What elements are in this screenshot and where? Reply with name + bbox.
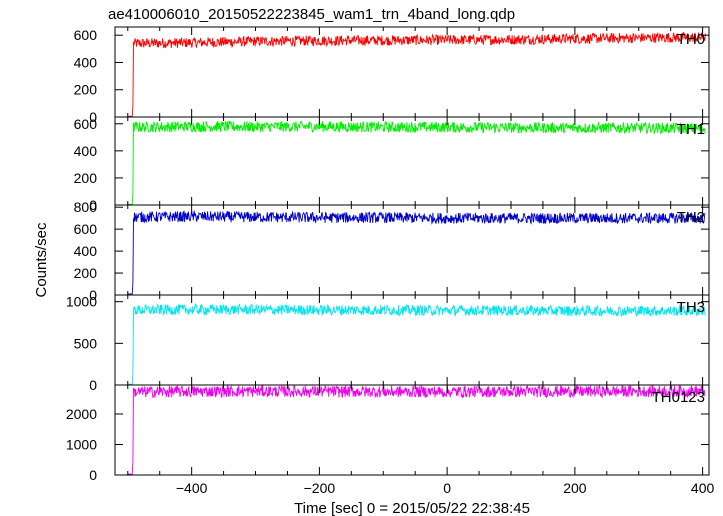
x-tick-label: 0 [443, 480, 451, 496]
y-tick-label: 400 [74, 54, 98, 70]
y-tick-label: 600 [74, 27, 98, 43]
x-tick-label: 200 [563, 480, 587, 496]
x-axis-label: Time [sec] 0 = 2015/05/22 22:38:45 [294, 500, 530, 516]
panels: 0 200 400 600 TH0 0 200 400 600 TH1 0 200 400 600 800 T… [66, 26, 710, 483]
y-tick-label: 600 [74, 221, 98, 237]
y-tick-label: 0 [89, 287, 97, 303]
x-axis: −400 −200 0 200 400 [176, 480, 715, 496]
panel-th0123: 0 1000 2000 TH0123 [66, 384, 710, 483]
y-tick-label: 200 [74, 82, 98, 98]
y-tick-label: 400 [74, 243, 98, 259]
panel-th3: 0 500 1000 TH3 [66, 294, 710, 393]
panel-th0: 0 200 400 600 TH0 [74, 26, 710, 125]
y-tick-label: 600 [74, 116, 98, 132]
series-label-th2: TH2 [677, 209, 705, 226]
y-tick-label: 0 [89, 467, 97, 483]
y-tick-label: 1000 [66, 294, 97, 310]
y-tick-label: 200 [74, 170, 98, 186]
y-tick-label: 200 [74, 265, 98, 281]
y-tick-label: 2000 [66, 406, 97, 422]
series-label-th1: TH1 [677, 121, 705, 138]
series-line-th1 [127, 119, 706, 205]
series-label-th3: TH3 [677, 299, 705, 316]
series-label-th0123: TH0123 [652, 389, 705, 406]
series-line-th0 [127, 31, 706, 117]
chart-title: ae410006010_20150522223845_wam1_trn_4ban… [108, 6, 515, 23]
y-tick-label: 0 [89, 197, 97, 213]
series-line-th2 [127, 209, 706, 295]
x-tick-label: 400 [691, 480, 715, 496]
y-tick-label: 400 [74, 143, 98, 159]
y-tick-label: 800 [74, 199, 98, 215]
y-tick-label: 500 [74, 335, 98, 351]
series-line-th0123 [127, 384, 706, 475]
x-tick-label: −400 [176, 480, 208, 496]
panel-th1: 0 200 400 600 TH1 [74, 116, 710, 213]
x-tick-label: −200 [304, 480, 336, 496]
y-tick-label: 1000 [66, 436, 97, 452]
y-tick-label: 0 [89, 377, 97, 393]
series-line-th3 [127, 302, 706, 385]
y-tick-label: 0 [89, 109, 97, 125]
y-axis-label: Counts/sec [33, 222, 50, 298]
panel-frame [114, 384, 710, 476]
series-label-th0: TH0 [677, 31, 705, 48]
panel-th2: 0 200 400 600 800 TH2 [74, 199, 710, 303]
